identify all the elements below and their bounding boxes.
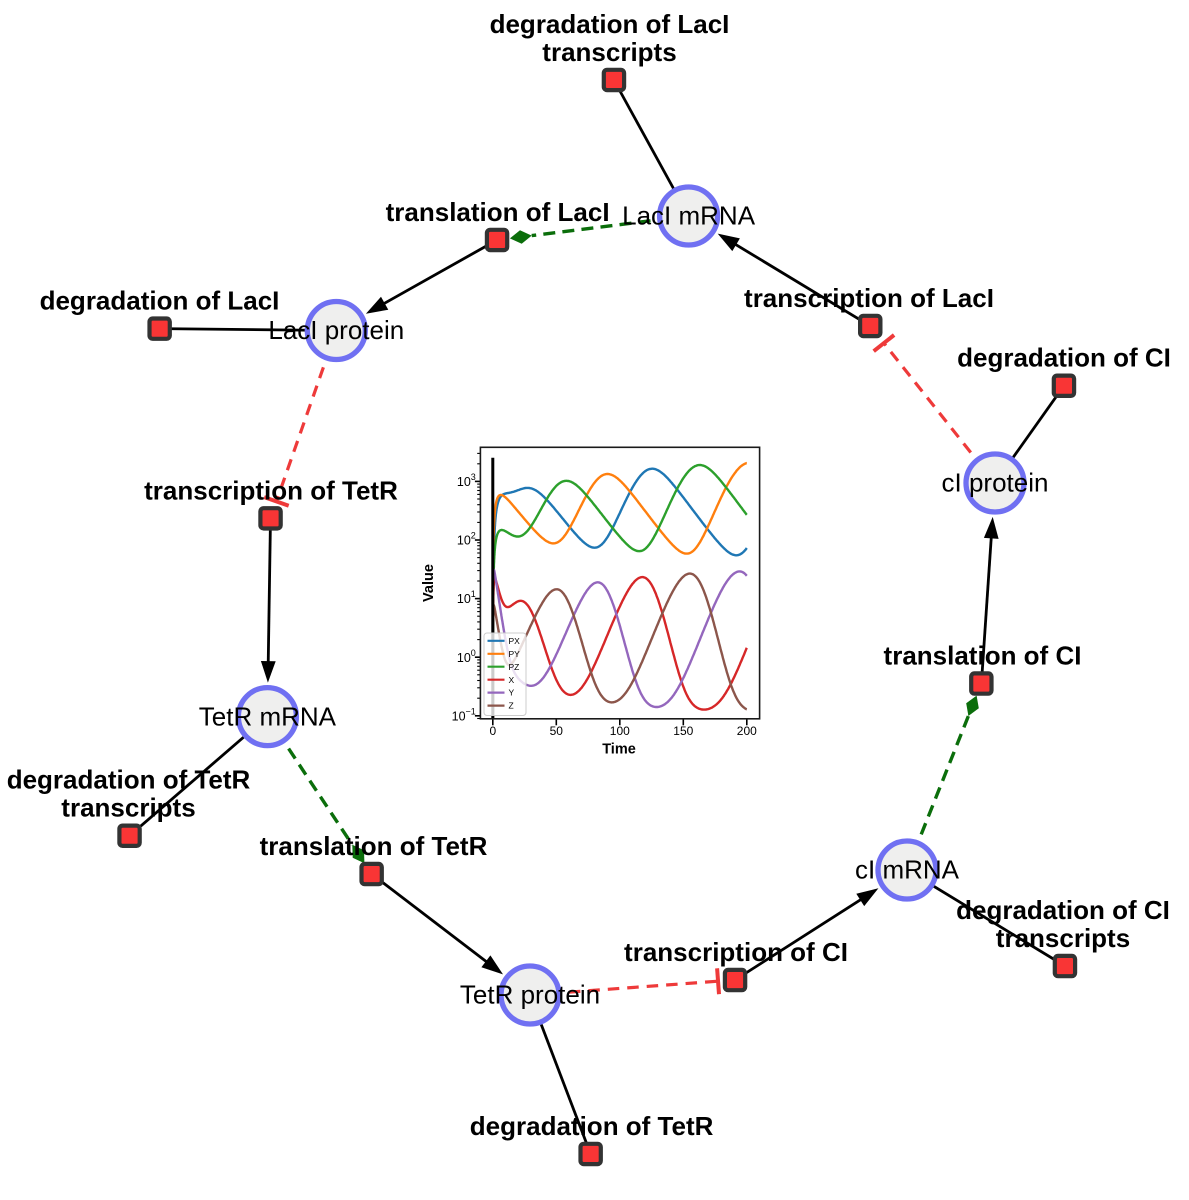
svg-text:transcripts: transcripts xyxy=(61,793,195,823)
svg-text:Y: Y xyxy=(509,688,515,698)
svg-text:degradation of TetR: degradation of TetR xyxy=(470,1111,714,1141)
svg-text:translation of CI: translation of CI xyxy=(884,641,1082,671)
svg-text:degradation of CI: degradation of CI xyxy=(957,343,1171,373)
svg-text:translation of LacI: translation of LacI xyxy=(386,197,610,227)
svg-text:0: 0 xyxy=(489,724,496,738)
svg-text:X: X xyxy=(509,675,515,685)
svg-text:transcription of LacI: transcription of LacI xyxy=(744,283,994,313)
svg-text:cI mRNA: cI mRNA xyxy=(855,855,960,885)
svg-text:transcripts: transcripts xyxy=(542,37,676,67)
svg-text:50: 50 xyxy=(550,724,564,738)
svg-text:TetR mRNA: TetR mRNA xyxy=(199,701,337,731)
svg-text:PZ: PZ xyxy=(509,662,520,672)
svg-text:100: 100 xyxy=(610,724,630,738)
svg-text:transcripts: transcripts xyxy=(996,923,1130,953)
svg-text:transcription of TetR: transcription of TetR xyxy=(144,475,398,505)
svg-text:200: 200 xyxy=(737,724,757,738)
svg-text:PY: PY xyxy=(509,649,521,659)
svg-text:degradation of LacI: degradation of LacI xyxy=(40,286,280,316)
svg-text:Z: Z xyxy=(509,701,514,711)
svg-text:Time: Time xyxy=(602,742,636,758)
svg-text:150: 150 xyxy=(673,724,693,738)
svg-text:Value: Value xyxy=(421,564,437,602)
svg-text:degradation of TetR: degradation of TetR xyxy=(7,765,251,795)
svg-text:cI protein: cI protein xyxy=(942,468,1049,498)
svg-text:degradation of LacI: degradation of LacI xyxy=(490,9,730,39)
svg-text:TetR protein: TetR protein xyxy=(460,980,600,1010)
svg-text:degradation of CI: degradation of CI xyxy=(956,895,1170,925)
svg-text:translation of TetR: translation of TetR xyxy=(260,831,488,861)
svg-text:transcription of CI: transcription of CI xyxy=(624,937,848,967)
svg-text:LacI protein: LacI protein xyxy=(268,315,404,345)
svg-text:LacI mRNA: LacI mRNA xyxy=(622,201,756,231)
svg-text:PX: PX xyxy=(509,636,521,646)
